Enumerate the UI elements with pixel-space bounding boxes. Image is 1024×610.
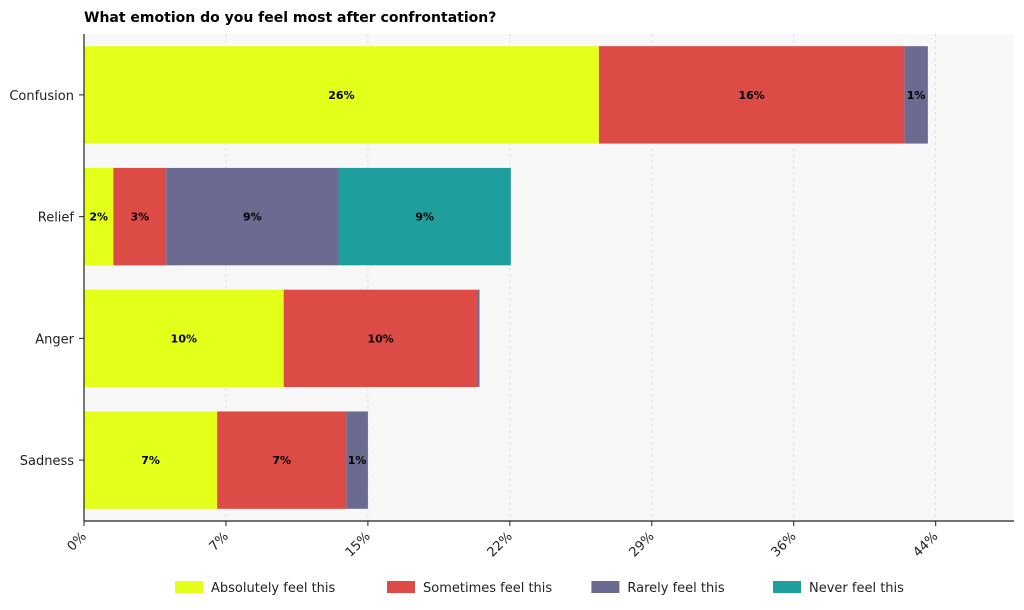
chart-title: What emotion do you feel most after conf… <box>84 10 496 26</box>
category-label: Anger <box>35 332 74 347</box>
data-label: 7% <box>272 454 291 467</box>
legend-swatch <box>175 581 203 593</box>
bar-segment <box>84 46 599 144</box>
x-tick-label: 15% <box>343 529 374 560</box>
category-label: Confusion <box>9 89 74 104</box>
bar-segment <box>113 167 167 266</box>
category-label: Sadness <box>20 454 74 469</box>
x-tick-label: 29% <box>627 529 658 560</box>
bars <box>84 46 928 509</box>
data-label: 1% <box>907 89 926 102</box>
bar-segment <box>84 411 218 509</box>
legend-label: Absolutely feel this <box>211 581 336 596</box>
data-labels: 26% 16% 1% 2% 3% 9% 9% 10% 10% 7% 7% 1% <box>89 89 925 467</box>
x-tick-label: 22% <box>485 529 516 560</box>
data-label: 1% <box>348 454 367 467</box>
bar-segment <box>166 167 339 266</box>
bar-segment <box>598 46 905 144</box>
category-label: Relief <box>38 211 75 226</box>
legend: Absolutely feel this Sometimes feel this R… <box>175 581 904 596</box>
legend-swatch <box>387 581 415 593</box>
data-label: 9% <box>243 211 262 224</box>
legend-label: Rarely feel this <box>627 581 724 596</box>
bar-segment <box>84 167 114 266</box>
bar-segment <box>283 289 478 388</box>
data-label: 9% <box>415 211 434 224</box>
data-label: 16% <box>738 89 764 102</box>
x-tick-label: 0% <box>65 529 90 554</box>
bar-segment <box>84 289 284 388</box>
data-label: 10% <box>171 332 197 345</box>
bar-segment <box>904 46 928 144</box>
x-tick-label: 7% <box>207 529 232 554</box>
data-label: 7% <box>141 454 160 467</box>
data-label: 10% <box>367 332 393 345</box>
legend-label: Never feel this <box>809 581 904 596</box>
legend-swatch <box>591 581 620 593</box>
data-label: 3% <box>130 211 149 224</box>
bar-segment <box>217 411 347 509</box>
legend-swatch <box>773 581 801 593</box>
bar-segment <box>338 167 511 266</box>
x-tick-label: 44% <box>910 529 941 560</box>
x-tick-label: 36% <box>769 529 800 560</box>
data-label: 26% <box>328 89 354 102</box>
bar-segment <box>346 411 368 509</box>
bar-segment <box>477 289 480 388</box>
data-label: 2% <box>89 211 108 224</box>
legend-label: Sometimes feel this <box>423 581 552 596</box>
